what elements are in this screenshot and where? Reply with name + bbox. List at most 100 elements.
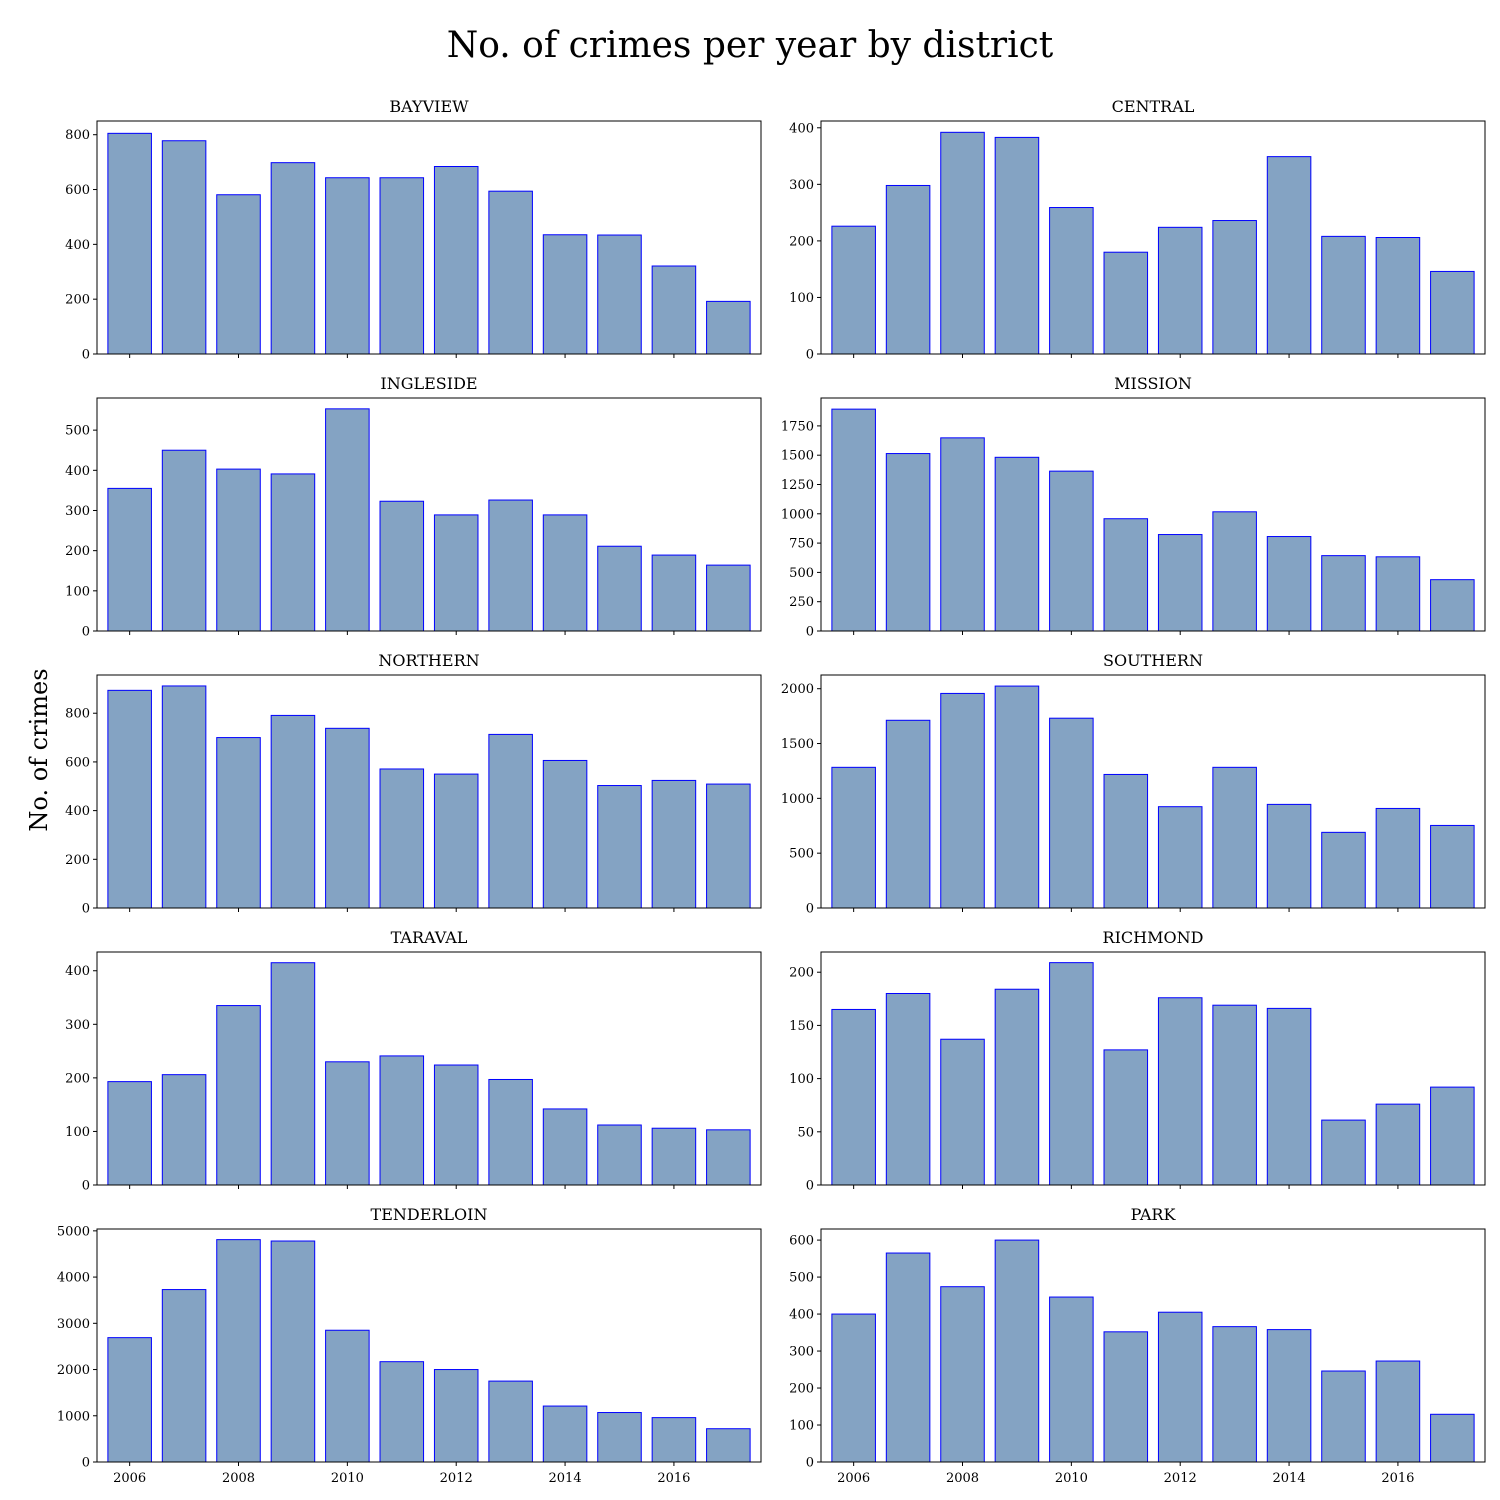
bar [1321, 235, 1366, 355]
y-tick-label: 1000 [57, 1409, 90, 1424]
y-tick-label: 500 [65, 424, 90, 439]
bar [994, 988, 1040, 1186]
bar [433, 1064, 479, 1186]
bar [597, 785, 642, 909]
bar [1321, 1370, 1366, 1463]
y-tick-label: 400 [65, 238, 90, 253]
bar [107, 487, 152, 632]
bar [885, 992, 931, 1186]
bar [1375, 1103, 1421, 1186]
y-tick-label: 100 [789, 291, 814, 306]
bar [1103, 1331, 1149, 1463]
y-tick-label: 0 [82, 348, 90, 363]
bar [433, 773, 479, 909]
bar [597, 545, 642, 632]
bar [1266, 536, 1312, 632]
bar [1375, 807, 1421, 909]
y-tick-label: 0 [806, 1179, 814, 1194]
bar [1375, 237, 1421, 355]
bar [885, 184, 931, 355]
panel-bayview: BAYVIEW 0 200 400 600 800 [65, 97, 762, 363]
bar [1157, 226, 1203, 355]
bar [1103, 518, 1149, 632]
y-tick-label: 500 [789, 566, 814, 581]
y-tick-label: 3000 [57, 1317, 90, 1332]
y-tick-label: 300 [789, 178, 814, 193]
bar [488, 733, 533, 909]
bar [488, 499, 533, 632]
bar [706, 1428, 751, 1463]
bar [1321, 555, 1366, 632]
y-tick-label: 200 [65, 293, 90, 308]
bar [433, 1369, 479, 1463]
bar [885, 719, 931, 909]
bar [379, 177, 425, 355]
bar [379, 500, 425, 632]
bar [161, 685, 207, 909]
bar [1430, 579, 1475, 632]
panel-southern: SOUTHERN 0 500 1000 1500 2000 [781, 651, 1486, 917]
bar [1049, 962, 1094, 1186]
y-tick-label: 100 [65, 1125, 90, 1140]
bar [1266, 1007, 1312, 1186]
y-tick-label: 200 [789, 1382, 814, 1397]
bar [1321, 831, 1366, 909]
axes-frame [96, 674, 762, 909]
bar [1266, 156, 1312, 355]
y-tick-label: 1250 [781, 478, 814, 493]
y-tick-label: 400 [65, 804, 90, 819]
bar [270, 162, 316, 355]
bar [940, 1038, 985, 1186]
x-tick-label: 2016 [1381, 1471, 1414, 1486]
panel-richmond: RICHMOND 0 50 100 150 200 [789, 928, 1486, 1194]
y-tick-label: 250 [789, 595, 814, 610]
panel-title: MISSION [1114, 374, 1192, 393]
y-tick-label: 1750 [781, 419, 814, 434]
bar [1321, 1119, 1366, 1186]
bar [1157, 997, 1203, 1186]
y-tick-label: 400 [65, 964, 90, 979]
bar [161, 1289, 207, 1463]
bar [1049, 717, 1094, 909]
y-tick-label: 600 [65, 183, 90, 198]
panel-tenderloin: TENDERLOIN 0 1000 2000 3000 4000 5000 2006 2008 2… [57, 1205, 762, 1486]
bar [706, 783, 751, 909]
bar [325, 177, 370, 355]
y-tick-label: 300 [65, 1018, 90, 1033]
bar [1157, 1311, 1203, 1463]
axes-frame [820, 1228, 1486, 1463]
bar [433, 514, 479, 632]
bar [107, 132, 152, 355]
y-tick-label: 2000 [57, 1363, 90, 1378]
bar [1430, 1413, 1475, 1463]
bar [325, 408, 370, 632]
bar [831, 225, 876, 355]
bar [542, 1108, 588, 1186]
y-tick-label: 0 [82, 625, 90, 640]
bar [270, 473, 316, 632]
bar [379, 768, 425, 909]
bar [270, 1240, 316, 1463]
bar [1430, 1086, 1475, 1186]
bar [831, 766, 876, 909]
panel-taraval: TARAVAL 0 100 200 300 400 [65, 928, 762, 1194]
y-tick-label: 0 [806, 902, 814, 917]
y-tick-label: 200 [65, 853, 90, 868]
panel-title: TENDERLOIN [371, 1205, 488, 1224]
y-tick-label: 200 [65, 1071, 90, 1086]
bar [831, 1008, 876, 1186]
bar [1212, 1326, 1257, 1463]
bar [651, 1127, 697, 1186]
y-tick-label: 4000 [57, 1271, 90, 1286]
panel-title: RICHMOND [1103, 928, 1204, 947]
bar [216, 468, 261, 632]
bar [1212, 766, 1257, 909]
y-tick-label: 2000 [781, 682, 814, 697]
bar [1157, 534, 1203, 632]
panel-ingleside: INGLESIDE 0 100 200 300 400 500 [65, 374, 762, 640]
bar [161, 449, 207, 632]
bar [1049, 470, 1094, 632]
x-tick-label: 2006 [113, 1471, 146, 1486]
figure-ylabel: No. of crimes [25, 668, 53, 831]
bar [488, 1380, 533, 1463]
